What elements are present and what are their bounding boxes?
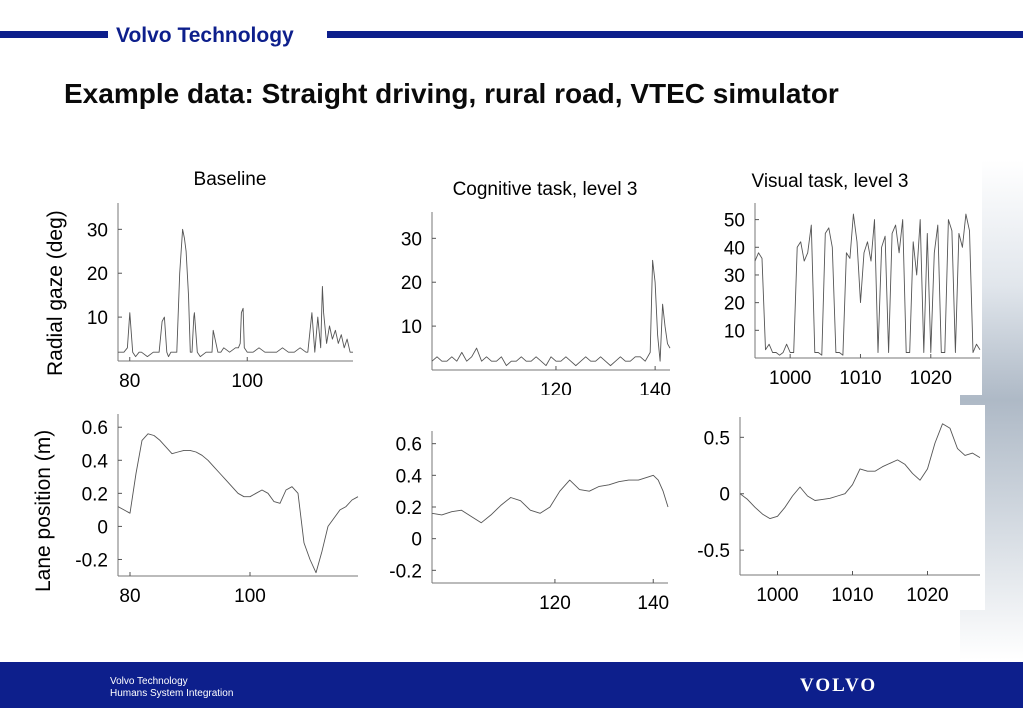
y-tick-label: 10	[724, 321, 745, 342]
chart-lane-baseline-svg: -0.2 0 0.2 0.4 0.6 80 100	[75, 414, 359, 607]
y-tick-label: -0.2	[389, 561, 422, 582]
volvo-logo: VOLVO	[800, 675, 878, 696]
company-name: Volvo Technology	[116, 24, 294, 47]
x-tick-label: 1020	[906, 585, 948, 606]
chart-lane-visual: -0.5 0 0.5 1000 1010 1020	[695, 405, 985, 610]
y-tick-label: 50	[724, 211, 745, 232]
y-tick-label: 20	[401, 273, 422, 294]
y-tick-label: 40	[724, 238, 745, 259]
y-tick-label: 30	[87, 220, 108, 241]
y-tick-label: 10	[401, 317, 422, 338]
chart-gaze-baseline: 10 20 30 80 100 Baseline	[30, 145, 358, 390]
y-tick-label: 20	[724, 294, 745, 315]
series-line-lane-visual	[739, 423, 981, 520]
y-label-lane-position: Lane position (m)	[32, 429, 55, 592]
y-tick-label: -0.2	[75, 550, 108, 571]
slide-title: Example data: Straight driving, rural ro…	[64, 78, 839, 109]
y-tick-label: 0.4	[396, 466, 423, 487]
chart-lane-visual-svg: -0.5 0 0.5 1000 1010 1020	[697, 417, 981, 606]
chart-gaze-cognitive: 10 20 30 120 140 Cognitive task, level 3	[380, 160, 692, 395]
x-tick-label: 1020	[910, 368, 952, 389]
x-tick-label: 120	[540, 380, 572, 395]
x-tick-label: 100	[231, 371, 263, 390]
footer-company: Volvo Technology	[110, 676, 188, 687]
header-rule-left	[0, 31, 108, 38]
y-tick-label: 0	[97, 517, 108, 538]
chart-title: Baseline	[194, 169, 267, 190]
x-tick-label: 120	[539, 593, 571, 614]
x-tick-label: 1010	[831, 585, 873, 606]
header-rule-right	[327, 31, 1023, 38]
series-line-lane-cognitive	[431, 474, 669, 524]
y-tick-label: 30	[724, 266, 745, 287]
footer-bar: Volvo Technology Humans System Integrati…	[0, 662, 1023, 708]
y-tick-label: 0.2	[396, 498, 422, 519]
y-tick-label: -0.5	[697, 541, 730, 562]
chart-title: Cognitive task, level 3	[453, 179, 638, 200]
series-line-gaze-visual	[754, 213, 981, 356]
y-tick-label: 30	[401, 229, 422, 250]
series-line-gaze-cognitive	[431, 259, 671, 367]
y-tick-label: 20	[87, 264, 108, 285]
x-tick-label: 80	[119, 371, 140, 390]
chart-gaze-baseline-svg: 10 20 30 80 100 Baseline	[87, 169, 353, 390]
x-tick-label: 1000	[756, 585, 798, 606]
x-tick-label: 140	[637, 593, 669, 614]
chart-lane-baseline: -0.2 0 0.2 0.4 0.6 80 100	[60, 400, 365, 615]
footer-department: Humans System Integration	[110, 688, 234, 699]
y-tick-label: 0	[411, 530, 422, 551]
chart-gaze-visual: 10 20 30 40 50 1000 1010 1020 Visual task, level…	[700, 155, 982, 395]
y-tick-label: 0	[719, 485, 730, 506]
y-label-radial-gaze: Radial gaze (deg)	[44, 210, 67, 376]
chart-title: Visual task, level 3	[751, 171, 908, 192]
y-tick-label: 0.6	[396, 435, 422, 456]
x-tick-label: 1000	[769, 368, 811, 389]
x-tick-label: 100	[234, 586, 266, 607]
chart-lane-cognitive: -0.2 0 0.2 0.4 0.6 120 140	[380, 415, 692, 615]
series-line-lane-baseline	[117, 433, 359, 574]
x-tick-label: 80	[119, 586, 140, 607]
y-tick-label: 10	[87, 308, 108, 329]
y-tick-label: 0.5	[704, 428, 730, 449]
x-tick-label: 1010	[839, 368, 881, 389]
y-tick-label: 0.6	[82, 418, 108, 439]
x-tick-label: 140	[639, 380, 671, 395]
y-tick-label: 0.2	[82, 484, 108, 505]
series-line-gaze-baseline	[118, 228, 353, 358]
chart-lane-cognitive-svg: -0.2 0 0.2 0.4 0.6 120 140	[389, 431, 669, 614]
chart-gaze-cognitive-svg: 10 20 30 120 140 Cognitive task, level 3	[401, 179, 671, 395]
y-tick-label: 0.4	[82, 451, 109, 472]
